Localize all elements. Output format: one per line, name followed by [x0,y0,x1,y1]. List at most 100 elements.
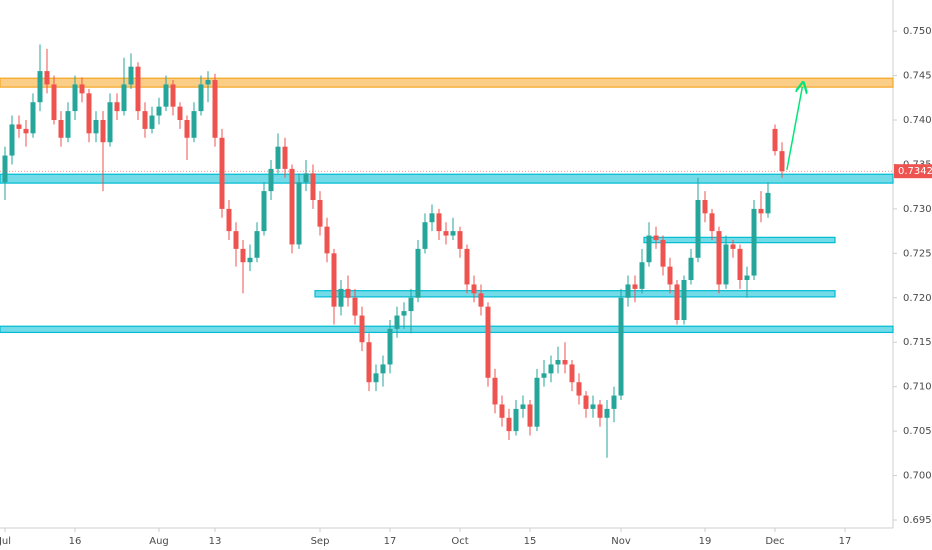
candle-body [464,248,470,285]
candle-body [16,124,22,129]
candle-body [233,231,239,249]
x-tick-label: Jul [0,536,11,547]
candle-body [72,84,78,112]
candle-body [422,222,428,249]
y-tick-label: 0.70000 [903,471,932,482]
candle-body [765,192,771,214]
candle-body [135,66,141,112]
candle-body [436,213,442,232]
x-tick-label: Dec [765,536,784,547]
candle-body [51,84,57,120]
candle-body [282,146,288,169]
candle-body [205,80,211,85]
candle-body [261,191,267,232]
candle-body [667,266,673,285]
x-tick-label: Aug [149,536,169,547]
candle-body [373,373,379,383]
candle-body [212,80,218,138]
y-tick-label: 0.72000 [903,293,932,304]
candle-body [688,257,694,280]
candle-body [345,288,351,298]
x-tick-label: 19 [699,536,712,547]
x-tick-label: 17 [384,536,397,547]
candle-body [772,128,778,152]
candle-body [149,115,155,129]
candle-body [415,248,421,298]
candle-body [625,284,631,298]
candle-body [681,280,687,320]
candle-body [513,408,519,432]
candle-body [632,284,638,289]
candle-body [716,231,722,285]
candle-body [471,284,477,294]
candle-body [268,168,274,192]
x-tick-label: 13 [209,536,222,547]
candle-body [576,382,582,396]
y-tick-label: 0.70500 [903,426,932,437]
candle-body [86,93,92,134]
candle-body [366,342,372,383]
candle-body [751,208,757,276]
candle-body [646,235,652,263]
candle-body [247,257,253,263]
candle-body [275,146,281,169]
candle-body [723,244,729,285]
candle-body [387,328,393,365]
candle-body [93,120,99,134]
candle-body [58,120,64,138]
zone [0,173,894,184]
y-tick-label: 0.72500 [903,248,932,259]
candle-body [128,66,134,85]
x-tick-label: Sep [311,536,330,547]
y-tick-label: 0.75000 [903,26,932,37]
candle-body [443,231,449,236]
candle-body [184,120,190,138]
candle-body [499,404,505,418]
candle-body [478,293,484,307]
zone [0,325,894,334]
candle-body [408,297,414,312]
x-tick-label: 17 [839,536,852,547]
candle-body [170,84,176,107]
zone [314,290,836,298]
x-tick-label: Nov [611,536,631,547]
candle-body [506,417,512,432]
candle-body [163,84,169,107]
candle-body [555,360,561,365]
candle-body [401,311,407,316]
candle-body [310,173,316,200]
candle-body [674,284,680,320]
candle-body [429,213,435,223]
candle-body [352,297,358,316]
candle-body [492,377,498,405]
y-tick-label: 0.69500 [903,515,932,526]
candle-body [660,240,666,267]
candle-body [695,200,701,258]
candle-body [100,120,106,143]
candle-body [562,360,568,365]
candle-body [527,404,533,427]
candle-body [583,395,589,409]
candle-body [758,208,764,214]
candle-body [44,71,50,85]
candle-body [450,231,456,236]
candle-body [597,404,603,418]
candle-body [226,208,232,232]
y-tick-label: 0.74000 [903,115,932,126]
x-tick-label: 15 [524,536,537,547]
candle-body [639,262,645,289]
candle-body [730,244,736,249]
y-tick-label: 0.71500 [903,337,932,348]
candle-body [296,182,302,245]
candle-body [457,231,463,249]
candle-body [324,226,330,254]
candle-body [142,111,148,129]
candle-body [485,306,491,378]
x-tick-label: Oct [451,536,468,547]
candle-body [380,364,386,374]
candle-body [541,373,547,378]
candle-body [303,173,309,183]
y-tick-label: 0.74500 [903,71,932,82]
y-tick-label: 0.71000 [903,382,932,393]
